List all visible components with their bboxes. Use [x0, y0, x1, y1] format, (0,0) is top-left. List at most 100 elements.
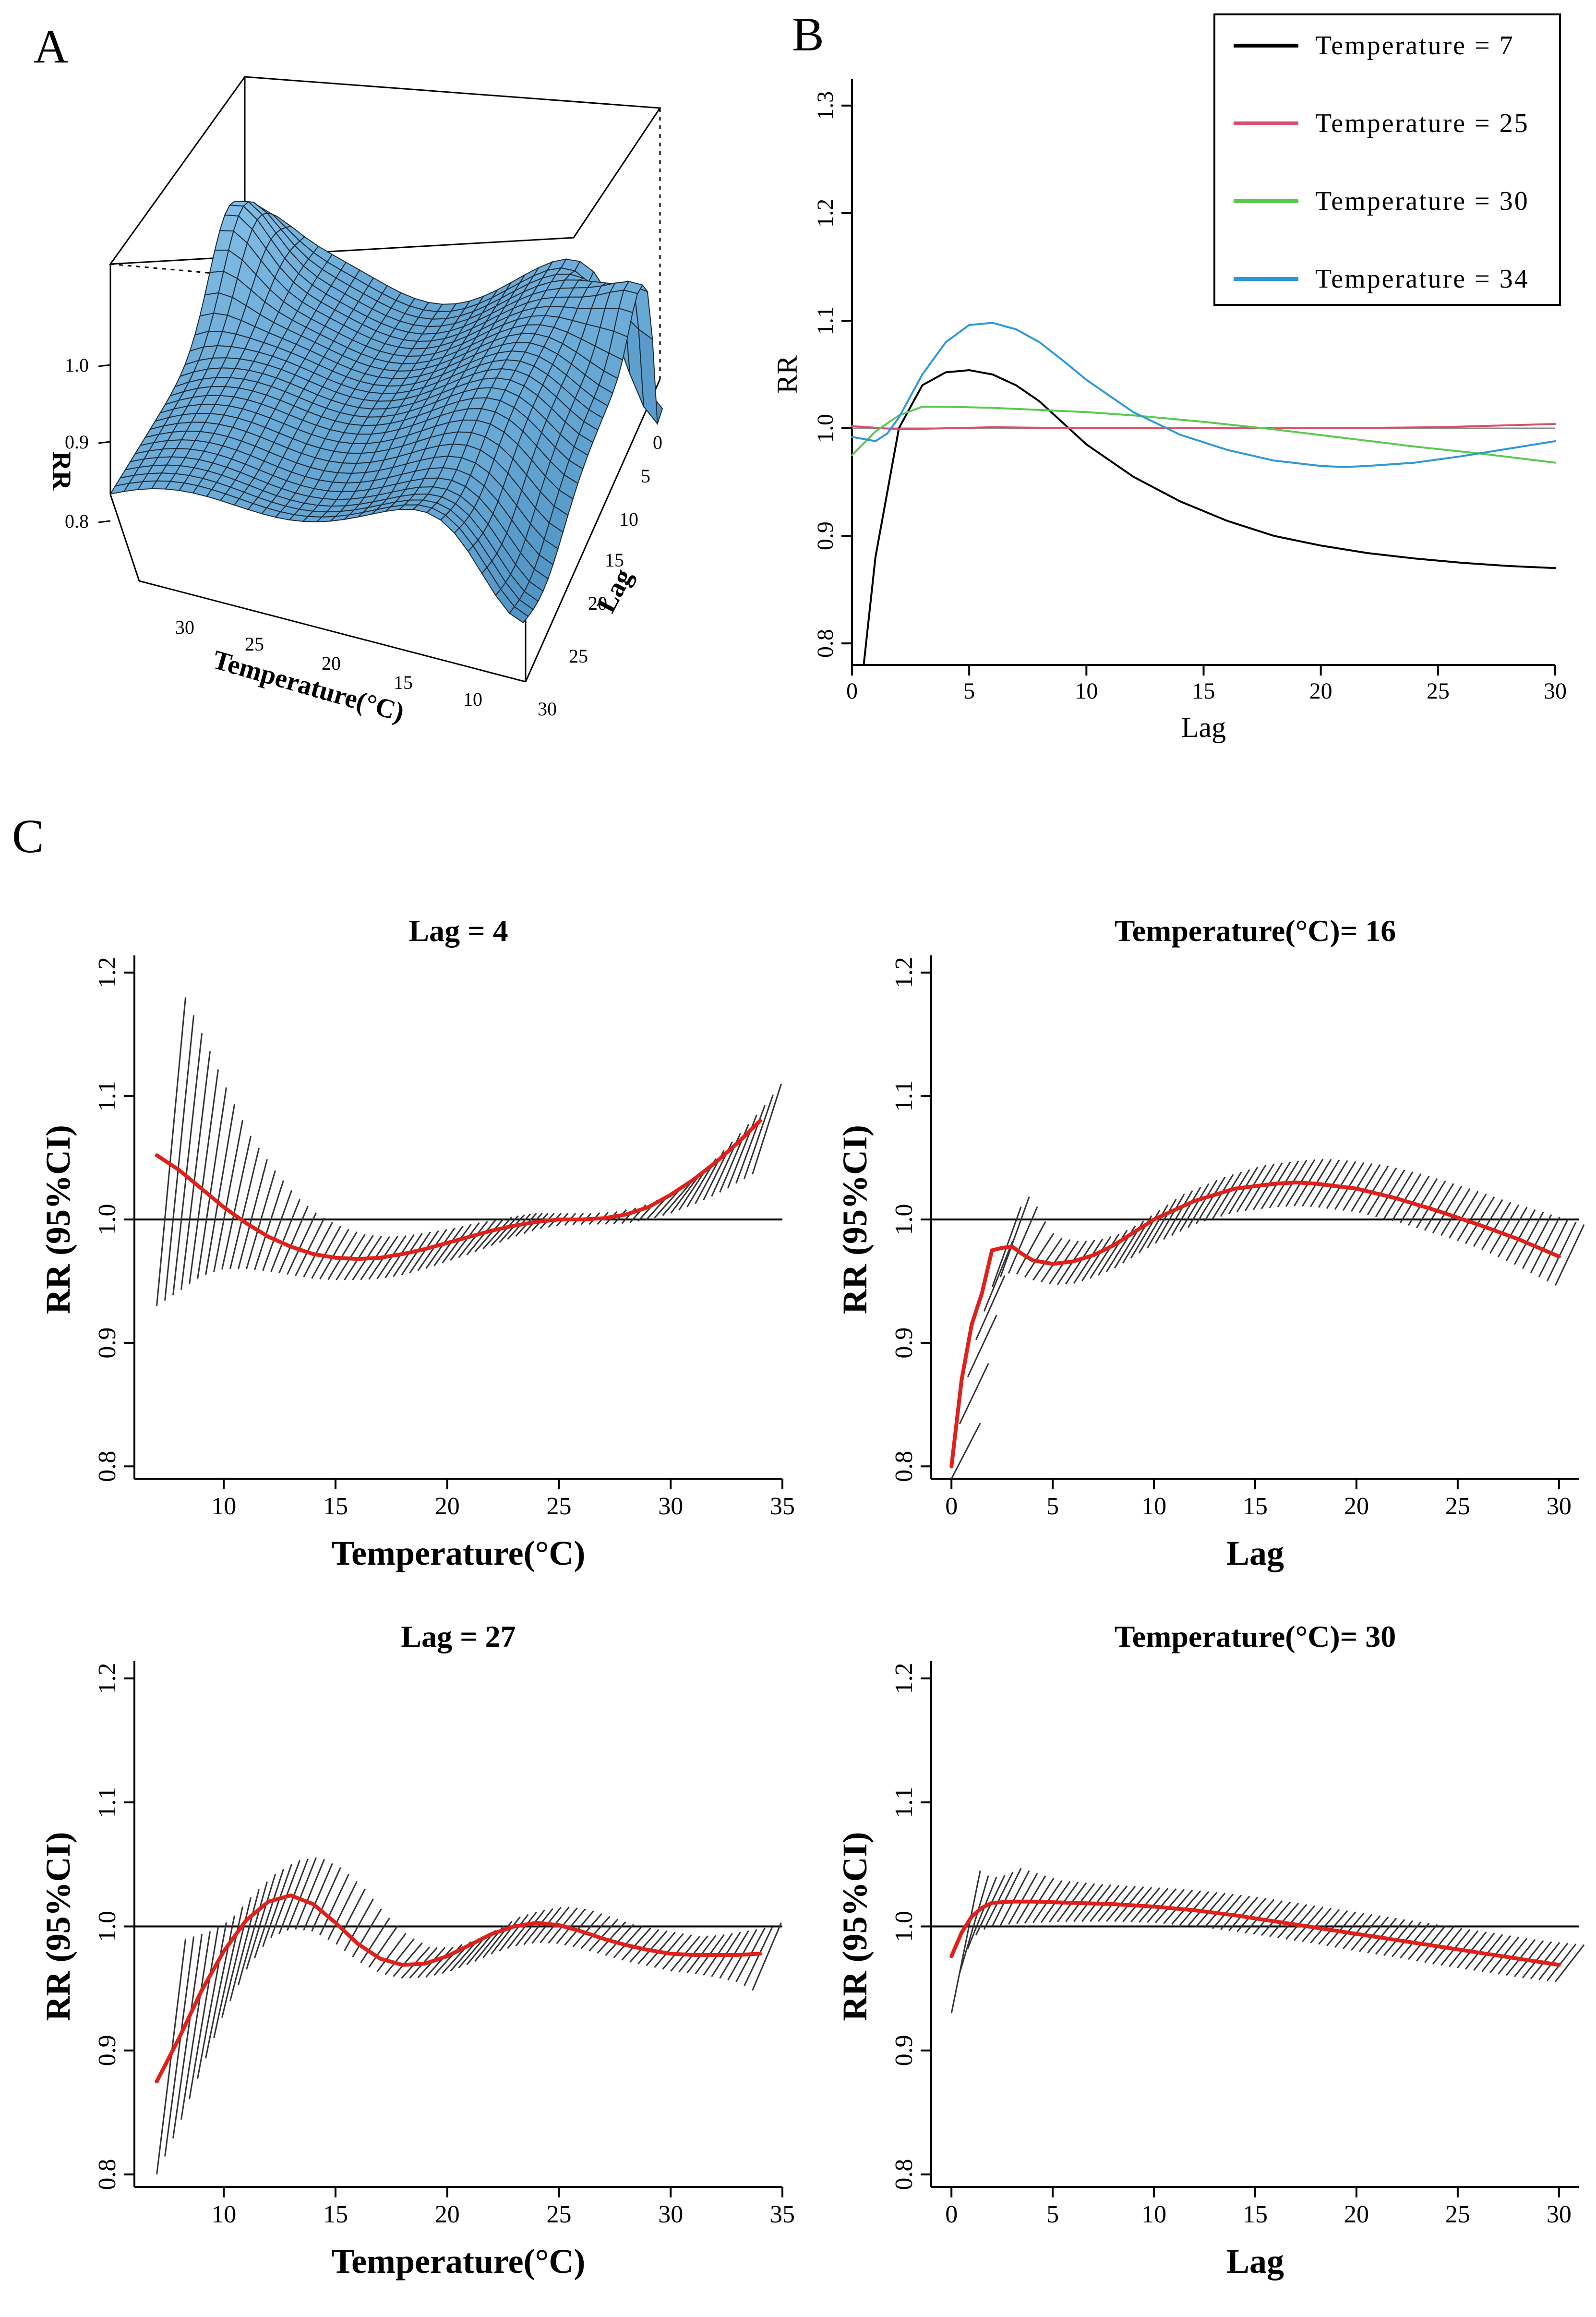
ci-hatch-stroke — [1530, 1942, 1560, 1979]
surface-y-tick-label: 25 — [569, 645, 588, 667]
ci-hatch-stroke — [629, 1929, 660, 1963]
ci-hatch-stroke — [654, 1189, 681, 1219]
ci-hatch-stroke — [752, 1922, 782, 1991]
x-tick-label: 25 — [1445, 2201, 1470, 2228]
y-tick-label: 1.1 — [813, 306, 838, 335]
ci-hatch-stroke — [393, 1233, 423, 1277]
ci-hatch-stroke — [1383, 1171, 1414, 1219]
ci-hatch-stroke — [1155, 1889, 1185, 1924]
legend-label: Temperature = 25 — [1315, 109, 1529, 138]
ci-hatch-stroke — [983, 1240, 1014, 1312]
ci-hatch-stroke — [564, 1910, 594, 1946]
x-tick-label: 15 — [323, 1493, 348, 1520]
x-axis-title: Lag — [1226, 2242, 1284, 2281]
ci-hatch-stroke — [482, 1217, 512, 1250]
y-tick-label: 1.1 — [890, 1787, 918, 1818]
ci-hatch-stroke — [1040, 1239, 1071, 1283]
x-tick-label: 25 — [546, 2201, 571, 2228]
ci-hatch-stroke — [319, 1873, 349, 1936]
y-axis-title: RR (95%CI) — [836, 1832, 874, 2021]
x-tick-label: 15 — [1243, 2201, 1268, 2228]
ci-hatch-stroke — [164, 1015, 195, 1301]
y-tick-label: 1.3 — [813, 91, 838, 120]
y-tick-label: 1.0 — [94, 1204, 121, 1235]
x-tick-label: 0 — [945, 1493, 958, 1520]
x-axis-title: Lag — [1226, 1534, 1284, 1572]
x-tick-label: 10 — [1075, 678, 1098, 704]
ci-hatch-stroke — [1408, 1924, 1438, 1960]
ci-hatch-stroke — [172, 1033, 203, 1295]
ci-hatch-stroke — [287, 1857, 317, 1931]
panel-c-lag-27: 10 15 20 25 30 35 0.8 0.9 1.0 1.1 1.2 Lag = 27 Tempe… — [39, 1619, 795, 2281]
y-axis-title: RR (95%CI) — [39, 1832, 77, 2021]
ci-hatch-stroke — [1261, 1901, 1291, 1936]
series-line — [155, 1119, 762, 1261]
y-tick-label: 0.8 — [94, 1451, 121, 1482]
x-tick-label: 25 — [546, 1493, 571, 1520]
ci-hatch-stroke — [1334, 1913, 1365, 1948]
y-axis-title: RR (95%CI) — [39, 1125, 77, 1314]
ci-hatch-stroke — [197, 1922, 228, 2079]
ci-hatch-stroke — [1204, 1894, 1234, 1929]
ci-hatch-stroke — [156, 997, 187, 1306]
x-tick-label: 5 — [1046, 2201, 1059, 2228]
ci-hatch-stroke — [1522, 1214, 1552, 1269]
ci-hatch-stroke — [744, 1094, 774, 1179]
ci-hatch-stroke — [1188, 1892, 1218, 1927]
ci-hatch-stroke — [336, 1888, 366, 1945]
ci-hatching — [950, 1868, 1585, 2014]
ci-hatch-stroke — [1416, 1181, 1446, 1229]
x-tick-label: 15 — [1243, 1493, 1268, 1520]
ci-hatch-stroke — [1163, 1889, 1193, 1924]
ci-hatch-stroke — [1220, 1895, 1250, 1931]
surface-box-edge — [139, 580, 526, 683]
ci-hatch-stroke — [1016, 1221, 1046, 1275]
ci-hatch-stroke — [1400, 1922, 1430, 1959]
series-line — [949, 1180, 1561, 1469]
series-line — [851, 322, 1556, 468]
ci-hatch-stroke — [507, 1911, 537, 1949]
ci-hatch-stroke — [180, 1051, 211, 1290]
y-tick-label: 0.9 — [890, 1327, 918, 1359]
ci-hatch-stroke — [442, 1224, 472, 1264]
ci-hatch-stroke — [950, 1423, 981, 1479]
series-line — [851, 423, 1556, 431]
x-tick-label: 20 — [1309, 678, 1332, 704]
surface-x-axis-title: Temperature(°C) — [209, 645, 407, 728]
panel-b-line-chart: Temperature = 7 Temperature = 25 Temperatu… — [771, 13, 1567, 743]
ci-hatch-stroke — [262, 1190, 292, 1271]
surface-box-edge — [525, 379, 661, 682]
surface-y-tick-label: 15 — [605, 549, 624, 571]
ci-hatch-stroke — [1375, 1919, 1405, 1955]
ci-hatch-stroke — [1392, 1921, 1422, 1957]
ci-hatch-stroke — [303, 1863, 333, 1931]
ci-hatch-stroke — [999, 1870, 1030, 1926]
ci-hatch-stroke — [1024, 1233, 1055, 1278]
ci-hatch-stroke — [1424, 1183, 1454, 1231]
ci-hatch-stroke — [221, 1897, 252, 2018]
ci-hatch-stroke — [499, 1914, 529, 1952]
ci-hatch-stroke — [735, 1105, 766, 1184]
x-tick-label: 30 — [1544, 678, 1567, 704]
ci-hatch-stroke — [213, 1906, 244, 2039]
ci-hatch-stroke — [637, 1930, 668, 1965]
ci-hatch-stroke — [327, 1881, 358, 1940]
ci-hatch-stroke — [1310, 1909, 1340, 1943]
ci-hatch-stroke — [1008, 1872, 1038, 1925]
ci-hatch-stroke — [967, 1315, 997, 1377]
ci-hatch-stroke — [1359, 1916, 1389, 1953]
ci-hatch-stroke — [1343, 1914, 1373, 1950]
ci-hatch-stroke — [670, 1174, 700, 1214]
ci-hatch-stroke — [1555, 1944, 1585, 1982]
ci-hatch-stroke — [189, 1069, 219, 1285]
y-tick-label: 0.9 — [890, 2035, 918, 2066]
ci-hatch-stroke — [1351, 1915, 1381, 1951]
ci-hatch-stroke — [278, 1206, 309, 1274]
ci-hatch-stroke — [1481, 1202, 1512, 1250]
ci-hatch-stroke — [270, 1199, 300, 1272]
ci-hatch-stroke — [1456, 1194, 1487, 1242]
ci-hatch-stroke — [1171, 1890, 1201, 1925]
ci-hatch-stroke — [1547, 1943, 1577, 1981]
ci-hatch-stroke — [556, 1908, 586, 1944]
